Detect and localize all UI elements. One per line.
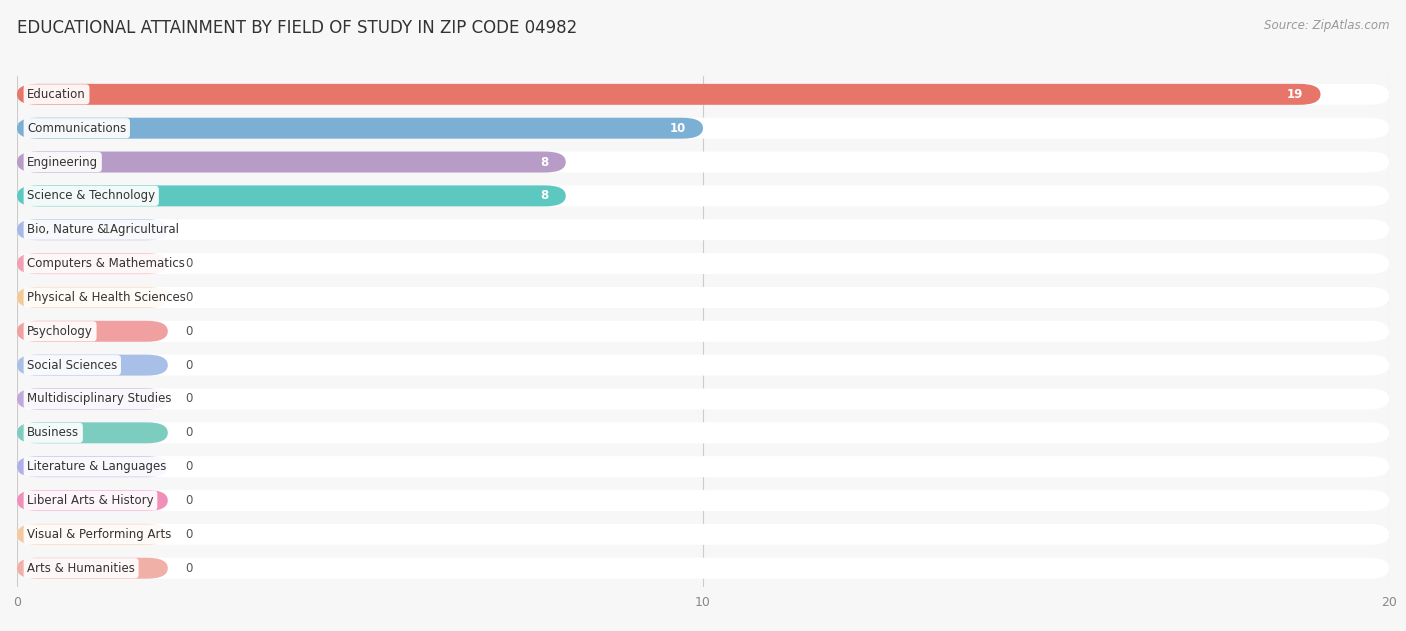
Text: 0: 0 (186, 358, 193, 372)
FancyBboxPatch shape (17, 84, 1320, 105)
FancyBboxPatch shape (17, 321, 1389, 342)
Text: Source: ZipAtlas.com: Source: ZipAtlas.com (1264, 19, 1389, 32)
Text: 0: 0 (186, 460, 193, 473)
FancyBboxPatch shape (17, 490, 167, 511)
FancyBboxPatch shape (17, 118, 703, 139)
Text: Communications: Communications (27, 122, 127, 134)
Text: Engineering: Engineering (27, 155, 98, 168)
FancyBboxPatch shape (17, 558, 167, 579)
Text: 0: 0 (186, 291, 193, 304)
FancyBboxPatch shape (17, 558, 1389, 579)
FancyBboxPatch shape (17, 355, 167, 375)
FancyBboxPatch shape (17, 456, 167, 477)
Text: Liberal Arts & History: Liberal Arts & History (27, 494, 153, 507)
FancyBboxPatch shape (17, 253, 167, 274)
FancyBboxPatch shape (17, 422, 1389, 444)
FancyBboxPatch shape (17, 287, 167, 308)
Text: 1: 1 (103, 223, 110, 236)
FancyBboxPatch shape (17, 151, 565, 172)
Text: Physical & Health Sciences: Physical & Health Sciences (27, 291, 186, 304)
Text: 0: 0 (186, 325, 193, 338)
Text: 8: 8 (540, 155, 548, 168)
FancyBboxPatch shape (17, 490, 1389, 511)
FancyBboxPatch shape (17, 253, 1389, 274)
FancyBboxPatch shape (17, 186, 1389, 206)
Text: EDUCATIONAL ATTAINMENT BY FIELD OF STUDY IN ZIP CODE 04982: EDUCATIONAL ATTAINMENT BY FIELD OF STUDY… (17, 19, 576, 37)
Text: Bio, Nature & Agricultural: Bio, Nature & Agricultural (27, 223, 179, 236)
FancyBboxPatch shape (17, 456, 1389, 477)
Text: 0: 0 (186, 427, 193, 439)
Text: 19: 19 (1286, 88, 1303, 101)
Text: Computers & Mathematics: Computers & Mathematics (27, 257, 186, 270)
FancyBboxPatch shape (17, 524, 1389, 545)
Text: 0: 0 (186, 494, 193, 507)
FancyBboxPatch shape (17, 422, 167, 444)
FancyBboxPatch shape (17, 321, 167, 342)
FancyBboxPatch shape (17, 219, 167, 240)
FancyBboxPatch shape (17, 524, 167, 545)
Text: Arts & Humanities: Arts & Humanities (27, 562, 135, 575)
FancyBboxPatch shape (17, 84, 1389, 105)
Text: 0: 0 (186, 562, 193, 575)
Text: Psychology: Psychology (27, 325, 93, 338)
FancyBboxPatch shape (17, 186, 565, 206)
FancyBboxPatch shape (17, 389, 167, 410)
Text: Multidisciplinary Studies: Multidisciplinary Studies (27, 392, 172, 406)
Text: Business: Business (27, 427, 79, 439)
FancyBboxPatch shape (17, 389, 1389, 410)
FancyBboxPatch shape (17, 118, 1389, 139)
FancyBboxPatch shape (17, 355, 1389, 375)
Text: 0: 0 (186, 528, 193, 541)
Text: Visual & Performing Arts: Visual & Performing Arts (27, 528, 172, 541)
Text: Education: Education (27, 88, 86, 101)
Text: Literature & Languages: Literature & Languages (27, 460, 166, 473)
Text: 0: 0 (186, 392, 193, 406)
FancyBboxPatch shape (17, 219, 1389, 240)
Text: Social Sciences: Social Sciences (27, 358, 118, 372)
Text: 10: 10 (669, 122, 686, 134)
FancyBboxPatch shape (17, 151, 1389, 172)
Text: 8: 8 (540, 189, 548, 203)
Text: Science & Technology: Science & Technology (27, 189, 155, 203)
Text: 0: 0 (186, 257, 193, 270)
FancyBboxPatch shape (17, 287, 1389, 308)
